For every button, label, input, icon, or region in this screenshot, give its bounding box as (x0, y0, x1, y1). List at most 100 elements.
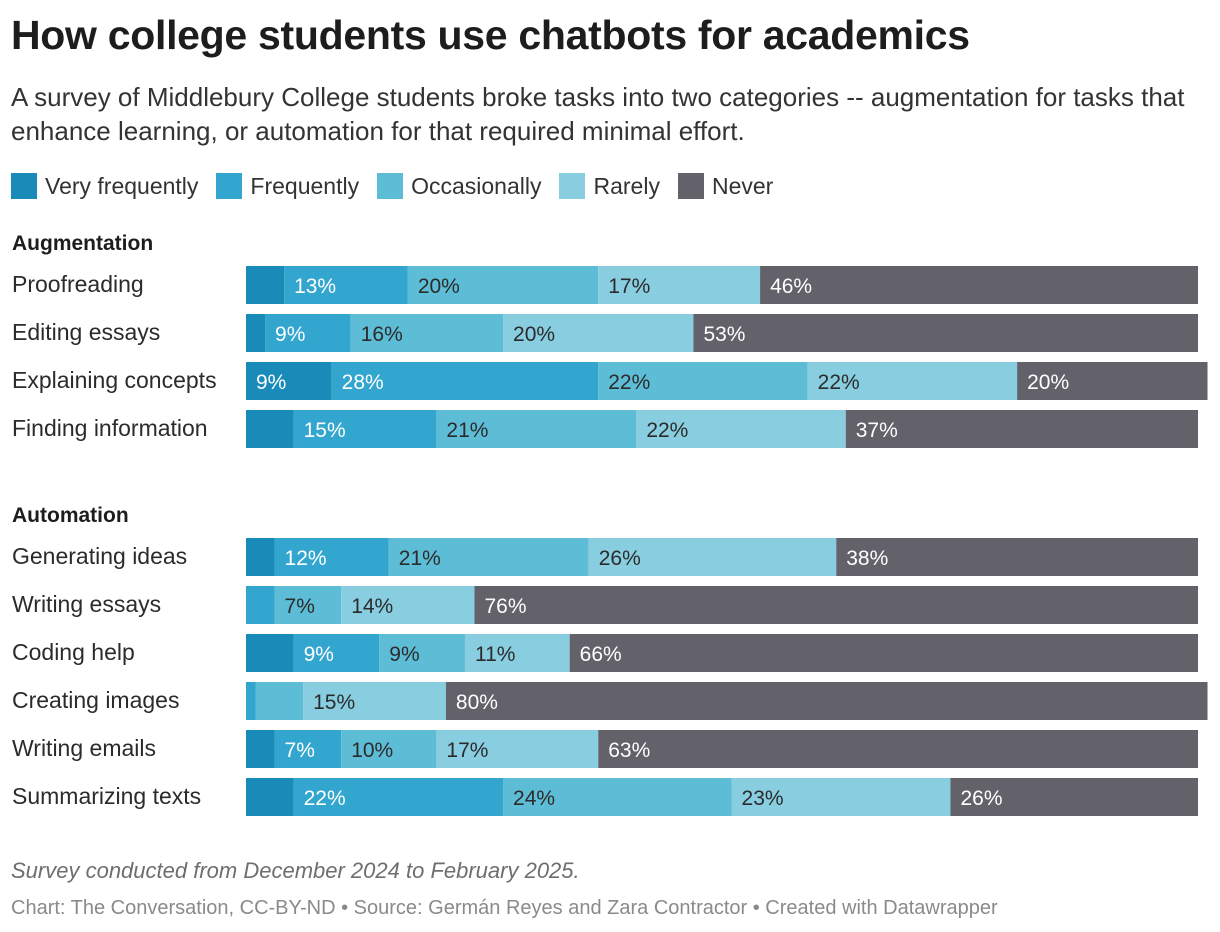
chart-footnote: Survey conducted from December 2024 to F… (11, 858, 580, 883)
legend-swatch (377, 173, 404, 199)
data-label: 23% (742, 787, 784, 810)
bar-row-editing-essays: Editing essays 9% 16% 20% 53% (12, 314, 1198, 352)
bar-segment-never (569, 634, 1198, 672)
bar-row-explaining-concepts: Explaining concepts 9% 28% 22% 22% 20% (12, 362, 1208, 400)
legend-swatch (216, 173, 243, 199)
group-heading-automation: Automation (12, 504, 129, 527)
bar-segment-occasionally (274, 586, 342, 624)
bar-segment-never (693, 314, 1198, 352)
data-label: 13% (294, 275, 336, 298)
legend-label: Never (711, 172, 774, 199)
legend-label: Occasionally (411, 172, 542, 199)
bar-segment-never (445, 682, 1208, 720)
bar-segment-frequently (293, 410, 437, 448)
bar-segment-rarely (588, 538, 837, 576)
bar-segment-very-frequently (246, 410, 294, 448)
bar-row-coding-help: Coding help 9% 9% 11% 66% (12, 634, 1198, 672)
category-label: Explaining concepts (12, 367, 217, 393)
data-label: 9% (304, 643, 334, 666)
legend-item-frequently: Frequently (216, 173, 359, 200)
legend-item-occasionally: Occasionally (377, 173, 541, 200)
data-label: 16% (361, 323, 403, 346)
data-label: 80% (456, 691, 498, 714)
data-label: 46% (770, 275, 812, 298)
data-label: 11% (475, 643, 515, 666)
category-label: Coding help (12, 639, 135, 665)
data-label: 21% (399, 547, 441, 570)
bar-row-finding-information: Finding information 15% 21% 22% 37% (12, 410, 1198, 448)
bar-row-summarizing-texts: Summarizing texts 22% 24% 23% 26% (12, 778, 1198, 816)
data-label: 14% (351, 595, 393, 618)
bar-segment-rarely (303, 682, 446, 720)
bar-segment-frequently (293, 778, 504, 816)
data-label: 20% (418, 275, 460, 298)
data-label: 17% (608, 275, 650, 298)
category-label: Editing essays (12, 319, 160, 345)
data-label: 22% (818, 371, 860, 394)
group-heading-augmentation: Augmentation (12, 232, 153, 255)
category-label: Proofreading (12, 271, 144, 297)
category-label: Creating images (12, 687, 179, 713)
bar-segment-rarely (807, 362, 1018, 400)
category-label: Writing essays (12, 591, 161, 617)
legend-item-never: Never (677, 172, 774, 200)
bar-segment-rarely (436, 730, 599, 768)
data-label: 9% (256, 371, 286, 394)
data-label: 66% (580, 643, 622, 666)
data-label: 9% (389, 643, 419, 666)
data-label: 7% (285, 739, 315, 762)
bar-segment-very-frequently (246, 266, 285, 304)
bar-segment-frequently (246, 682, 256, 720)
legend-item-very-frequently: Very frequently (11, 173, 198, 200)
data-label: 20% (513, 323, 555, 346)
bar-segment-frequently (246, 586, 275, 624)
data-label: 22% (646, 419, 688, 442)
bar-segment-occasionally (436, 410, 637, 448)
bar-segment-occasionally (255, 682, 304, 720)
legend-item-rarely: Rarely (559, 172, 660, 200)
data-label: 24% (513, 787, 555, 810)
legend-label: Frequently (250, 172, 360, 199)
bar-segment-frequently (293, 634, 380, 672)
bar-row-writing-essays: Writing essays 7% 14% 76% (12, 586, 1199, 624)
bar-segment-very-frequently (246, 538, 275, 576)
chart-credit: Chart: The Conversation, CC-BY-ND • Sour… (11, 897, 998, 919)
bar-segment-occasionally (503, 778, 732, 816)
data-label: 38% (846, 547, 888, 570)
data-label: 9% (275, 323, 305, 346)
bar-segment-never (836, 538, 1198, 576)
chart-subtitle: A survey of Middlebury College students … (11, 82, 1185, 146)
legend-swatch (677, 173, 704, 199)
data-label: 28% (342, 371, 384, 394)
data-label: 53% (703, 323, 745, 346)
bar-segment-frequently (265, 314, 351, 352)
bar-segment-frequently (331, 362, 599, 400)
chart-title: How college students use chatbots for ac… (11, 12, 970, 58)
bar-segment-very-frequently (246, 634, 294, 672)
data-label: 20% (1027, 371, 1069, 394)
bar-segment-occasionally (341, 730, 437, 768)
bar-segment-never (598, 730, 1198, 768)
bar-segment-rarely (731, 778, 951, 816)
data-label: 63% (608, 739, 650, 762)
data-label: 22% (304, 787, 346, 810)
legend-label: Rarely (593, 172, 660, 199)
legend-swatch (11, 173, 37, 199)
data-label: 26% (960, 787, 1002, 810)
legend-label: Very frequently (45, 172, 199, 199)
legend: Very frequently Frequently Occasionally … (11, 171, 791, 201)
bar-row-writing-emails: Writing emails 7% 10% 17% 63% (12, 730, 1198, 768)
data-label: 76% (484, 595, 526, 618)
bar-segment-never (950, 778, 1198, 816)
data-label: 21% (446, 419, 488, 442)
bar-segment-rarely (464, 634, 570, 672)
bar-segment-occasionally (407, 266, 599, 304)
data-label: 26% (599, 547, 641, 570)
category-label: Summarizing texts (12, 783, 201, 809)
bar-segment-never (760, 266, 1198, 304)
data-label: 7% (285, 595, 315, 618)
category-label: Generating ideas (12, 543, 187, 569)
bar-segment-rarely (341, 586, 475, 624)
bar-segment-frequently (284, 266, 408, 304)
